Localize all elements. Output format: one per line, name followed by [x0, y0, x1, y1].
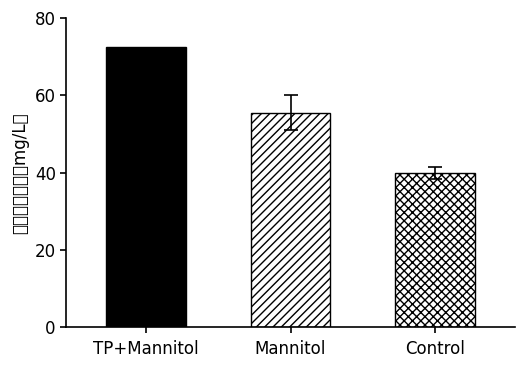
Bar	[251, 113, 330, 327]
Bar	[396, 173, 475, 327]
Bar	[106, 47, 186, 327]
Y-axis label: 岩藻黄质浓度（mg/L）: 岩藻黄质浓度（mg/L）	[11, 112, 29, 234]
